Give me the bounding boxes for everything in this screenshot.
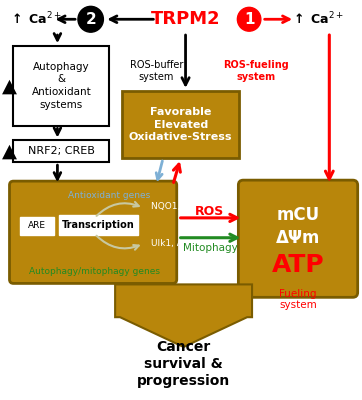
Text: Ulk1, ATF4: Ulk1, ATF4: [151, 239, 199, 248]
FancyBboxPatch shape: [59, 215, 138, 235]
Text: NRF2; CREB: NRF2; CREB: [28, 146, 95, 156]
Text: ROS-buffer
system: ROS-buffer system: [130, 60, 183, 82]
Text: ▲: ▲: [2, 142, 17, 161]
Text: Mitophagy: Mitophagy: [182, 243, 237, 253]
Text: Cancer
survival &
progression: Cancer survival & progression: [137, 340, 230, 388]
Text: mCU: mCU: [277, 206, 320, 224]
FancyBboxPatch shape: [9, 181, 177, 284]
Text: ARE: ARE: [28, 221, 46, 230]
FancyBboxPatch shape: [13, 140, 109, 162]
Text: ROS: ROS: [195, 206, 224, 218]
Text: $\bf\uparrow$ Ca$^{2+}$: $\bf\uparrow$ Ca$^{2+}$: [291, 11, 344, 28]
Text: $\bf\uparrow$ Ca$^{2+}$: $\bf\uparrow$ Ca$^{2+}$: [9, 11, 62, 28]
Text: Autophagy/mitophagy genes: Autophagy/mitophagy genes: [29, 267, 160, 276]
Text: Transcription: Transcription: [62, 220, 135, 230]
Text: NQO1, GCLM: NQO1, GCLM: [151, 202, 210, 212]
FancyBboxPatch shape: [122, 91, 239, 158]
FancyBboxPatch shape: [238, 180, 358, 297]
Text: Favorable
Elevated
Oxidative-Stress: Favorable Elevated Oxidative-Stress: [129, 107, 232, 142]
Text: ▲: ▲: [2, 76, 17, 95]
Circle shape: [237, 7, 261, 31]
Text: ATP: ATP: [272, 252, 324, 276]
Text: ΔΨm: ΔΨm: [276, 229, 320, 247]
Text: ROS-fueling
system: ROS-fueling system: [223, 60, 289, 82]
FancyBboxPatch shape: [20, 217, 54, 235]
Polygon shape: [115, 284, 252, 347]
Circle shape: [78, 6, 104, 32]
Text: Autophagy
&
Antioxidant
systems: Autophagy & Antioxidant systems: [31, 62, 91, 110]
Text: Fueling
system: Fueling system: [279, 288, 317, 310]
Text: Antioxidant genes: Antioxidant genes: [68, 190, 150, 200]
FancyBboxPatch shape: [13, 46, 109, 126]
Text: 2: 2: [85, 12, 96, 27]
Text: 1: 1: [244, 12, 254, 27]
Text: TRPM2: TRPM2: [151, 10, 220, 28]
